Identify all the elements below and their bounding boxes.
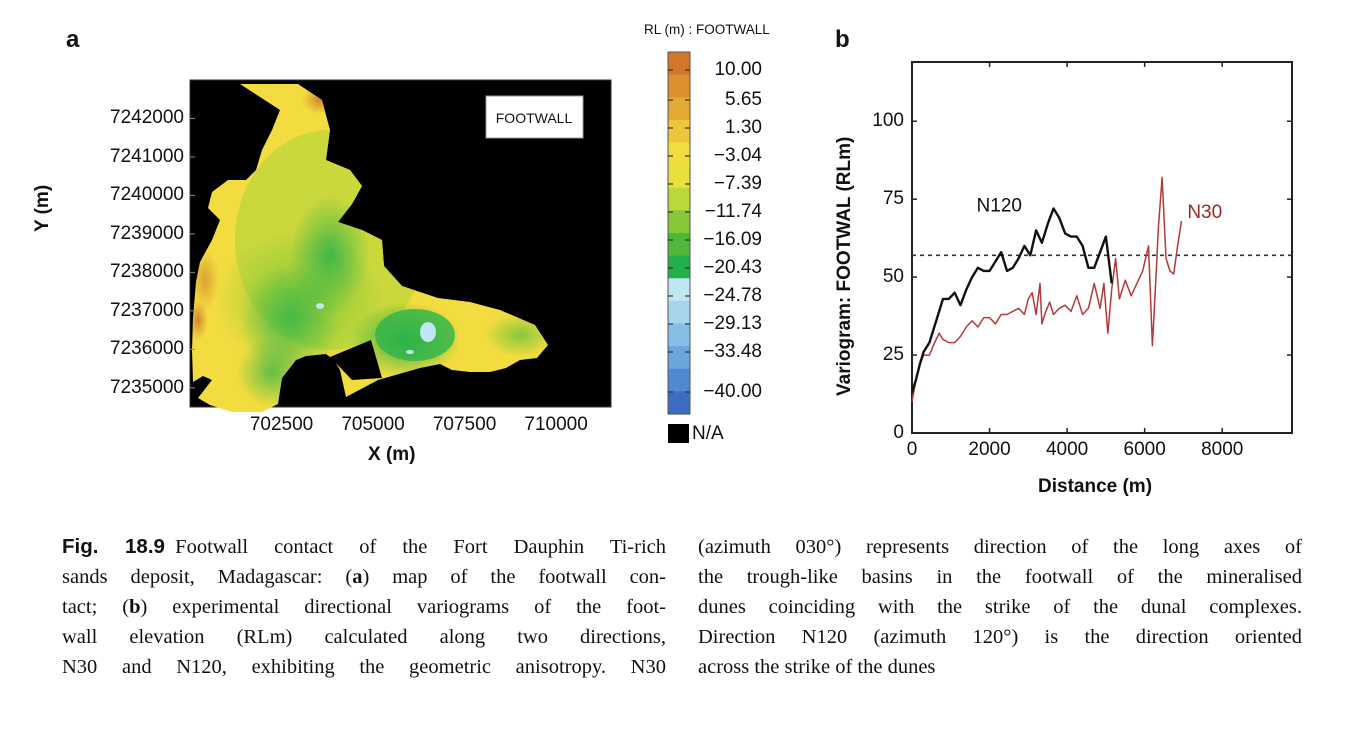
colorbar-swatch (668, 74, 690, 98)
variogram-x-axis-title: Distance (m) (1038, 476, 1153, 497)
caption-right-line: across the strike of the dunes (698, 656, 936, 678)
na-label: N/A (692, 423, 724, 444)
map-y-tick-label: 7240000 (110, 184, 184, 206)
series-label-n30: N30 (1187, 202, 1222, 223)
caption-left-line: wall elevation (RLm) calculated along tw… (62, 626, 666, 648)
colorbar-swatch (668, 97, 690, 121)
variogram-panel: N120 N30 0 2000 4000 6000 8000 0 25 50 75 100 Dist… (820, 40, 1350, 510)
caption-right-line: the trough-like basins in the footwall o… (698, 566, 1302, 588)
map-x-tick-label: 710000 (524, 414, 588, 435)
colorbar-label: −20.43 (703, 257, 762, 278)
colorbar-swatch (668, 255, 690, 279)
colorbar-swatch (668, 278, 690, 302)
panel-ref: b (129, 596, 141, 618)
colorbar-label: −7.39 (713, 173, 762, 194)
series-line-n30 (911, 176, 1183, 402)
colorbar-label: −24.78 (703, 285, 762, 306)
colorbar-swatch (668, 368, 690, 392)
variogram-chart: N120 N30 (910, 61, 1293, 434)
map-y-tick-label: 7239000 (110, 222, 184, 244)
colorbar-label: 1.30 (725, 117, 762, 138)
colorbar-label: 5.65 (725, 89, 762, 110)
caption-left-line: Fig. 18.9 Footwall contact of the Fort D… (62, 535, 667, 558)
colorbar-label: −16.09 (703, 229, 762, 250)
caption-left-line: sands deposit, Madagascar: (a) map of th… (62, 566, 667, 588)
colorbar-swatch (668, 52, 690, 76)
colorbar-swatch (668, 210, 690, 234)
map-label-box (485, 95, 584, 139)
series-label-n120: N120 (977, 196, 1022, 217)
map-x-tick-label: 707500 (432, 414, 497, 435)
variogram-y-tick-label: 25 (882, 344, 904, 366)
colorbar-label: −11.74 (704, 201, 762, 222)
caption-left: Fig. 18.9 Footwall contact of the Fort D… (62, 532, 666, 682)
map-label-text: FOOTWALL (496, 110, 573, 126)
colorbar-label: −40.00 (703, 381, 762, 402)
series-line-n120 (910, 207, 1113, 393)
colorbar-swatch (668, 300, 690, 325)
panel-b-letter: b (835, 26, 850, 53)
variogram-x-tick-label: 2000 (968, 439, 1011, 460)
figure-label: Fig. 18.9 (62, 535, 176, 558)
colorbar-label: −29.13 (703, 313, 762, 334)
caption-right-line: Direction N120 (azimuth 120°) is the dir… (698, 626, 1302, 648)
variogram-plot-frame (911, 61, 1293, 434)
map-y-tick-label: 7236000 (110, 338, 184, 360)
variogram-x-tick-label: 0 (906, 439, 918, 460)
variogram-x-tick-label: 8000 (1201, 439, 1244, 460)
map-panel: FOOTWALL 7242000 7241000 7240000 7239000 723… (0, 0, 650, 480)
colorbar-swatch (668, 233, 690, 257)
map-y-tick-label: 7237000 (110, 299, 184, 321)
colorbar-swatch (668, 323, 690, 347)
colorbar-graphic (667, 51, 691, 443)
colorbar: RL (m) : FOOTWALL 10.00 5.65 1.30 −3.04 −7.3… (640, 0, 820, 460)
map-y-axis-title: Y (m) (32, 184, 53, 232)
colorbar-label: 10.00 (714, 59, 762, 80)
na-swatch (668, 424, 689, 443)
variogram-x-tick-label: 4000 (1045, 439, 1089, 460)
variogram-y-tick-label: 0 (893, 422, 904, 443)
variogram-y-tick-label: 50 (882, 266, 904, 288)
colorbar-swatch (668, 119, 690, 144)
colorbar-swatch (668, 165, 690, 189)
panel-a-letter: a (66, 26, 80, 53)
colorbar-swatch (668, 187, 690, 211)
map-y-tick-label: 7235000 (110, 376, 184, 398)
colorbar-title: RL (m) : FOOTWALL (644, 22, 770, 37)
caption-right-line: dunes coinciding with the strike of the … (698, 596, 1302, 618)
caption-right-line: (azimuth 030°) represents direction of t… (698, 536, 1302, 558)
variogram-y-tick-label: 75 (882, 188, 904, 210)
caption-left-line: tact; (b) experimental directional vario… (62, 596, 666, 618)
map-x-tick-label: 702500 (249, 414, 314, 435)
map-y-tick-label: 7238000 (110, 261, 184, 283)
variogram-x-tick-label: 6000 (1123, 439, 1166, 460)
caption-left-line: N30 and N120, exhibiting the geometric a… (62, 656, 666, 678)
colorbar-label: −3.04 (713, 145, 762, 166)
panel-ref: a (352, 566, 363, 588)
map-x-axis-title: X (m) (368, 444, 416, 465)
colorbar-swatch (668, 346, 690, 370)
colorbar-swatch (668, 142, 690, 166)
map-y-tick-label: 7242000 (110, 107, 184, 129)
map-y-tick-label: 7241000 (110, 145, 184, 167)
colorbar-swatch (668, 391, 690, 415)
variogram-y-axis-title: Variogram: FOOTWAL (RLm) (834, 136, 855, 396)
map-x-tick-label: 705000 (341, 414, 405, 435)
caption-right: (azimuth 030°) represents direction of t… (698, 532, 1302, 682)
colorbar-label: −33.48 (703, 341, 762, 362)
footwall-map: FOOTWALL (189, 79, 612, 412)
variogram-y-tick-label: 100 (872, 110, 904, 132)
